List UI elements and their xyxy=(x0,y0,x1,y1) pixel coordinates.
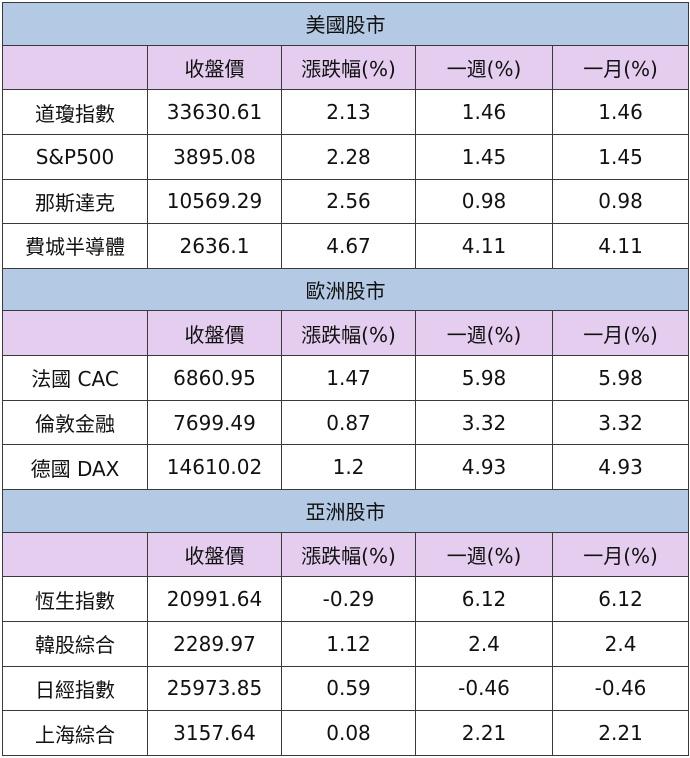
column-header: 收盤價 xyxy=(147,44,282,91)
index-name-cell: 法國 CAC xyxy=(2,355,148,401)
table-row: 恆生指數 20991.64 -0.29 6.12 6.12 xyxy=(2,576,690,622)
asia-column-header-row: 收盤價 漲跌幅(%) 一週(%) 一月(%) xyxy=(2,531,690,578)
value-cell: 6.12 xyxy=(415,576,553,622)
table-row: 日經指數 25973.85 0.59 -0.46 -0.46 xyxy=(2,665,690,712)
table-row: 法國 CAC 6860.95 1.47 5.98 5.98 xyxy=(2,355,690,401)
value-cell: 4.93 xyxy=(415,444,553,490)
value-cell: 1.45 xyxy=(551,133,690,180)
column-header: 漲跌幅(%) xyxy=(281,531,416,578)
value-cell: 6860.95 xyxy=(147,355,282,401)
column-header: 收盤價 xyxy=(147,531,282,578)
column-header: 漲跌幅(%) xyxy=(281,44,416,91)
us-column-header-row: 收盤價 漲跌幅(%) 一週(%) 一月(%) xyxy=(2,44,690,91)
value-cell: 5.98 xyxy=(415,355,553,401)
table-row: 費城半導體 2636.1 4.67 4.11 4.11 xyxy=(2,223,690,269)
value-cell: 2.56 xyxy=(281,178,416,225)
value-cell: -0.46 xyxy=(415,665,553,712)
value-cell: 1.12 xyxy=(281,620,416,667)
column-header: 收盤價 xyxy=(147,310,282,357)
value-cell: 4.93 xyxy=(551,444,690,490)
value-cell: 0.98 xyxy=(551,178,690,225)
value-cell: 1.46 xyxy=(415,89,553,135)
value-cell: 1.45 xyxy=(415,133,553,180)
value-cell: 2289.97 xyxy=(147,620,282,667)
value-cell: 0.87 xyxy=(281,399,416,446)
value-cell: 2.13 xyxy=(281,89,416,135)
value-cell: 1.2 xyxy=(281,444,416,490)
value-cell: -0.46 xyxy=(551,665,690,712)
table-row: 上海綜合 3157.64 0.08 2.21 2.21 xyxy=(2,710,690,756)
value-cell: 5.98 xyxy=(551,355,690,401)
column-header: 漲跌幅(%) xyxy=(281,310,416,357)
value-cell: 3.32 xyxy=(415,399,553,446)
column-header xyxy=(2,531,148,578)
value-cell: 3.32 xyxy=(551,399,690,446)
table-row: 道瓊指數 33630.61 2.13 1.46 1.46 xyxy=(2,89,690,135)
index-name-cell: S&P500 xyxy=(2,133,148,180)
us-section-header-row: 美國股市 xyxy=(1,2,690,46)
index-name-cell: 費城半導體 xyxy=(2,223,148,269)
value-cell: 20991.64 xyxy=(147,576,282,622)
index-name-cell: 上海綜合 xyxy=(2,710,148,756)
column-header: 一月(%) xyxy=(551,44,690,91)
asia-section-title: 亞洲股市 xyxy=(1,488,690,533)
value-cell: 4.11 xyxy=(415,223,553,269)
value-cell: 4.67 xyxy=(281,223,416,269)
value-cell: 0.08 xyxy=(281,710,416,756)
value-cell: 14610.02 xyxy=(147,444,282,490)
europe-column-header-row: 收盤價 漲跌幅(%) 一週(%) 一月(%) xyxy=(2,310,690,357)
value-cell: 7699.49 xyxy=(147,399,282,446)
value-cell: 0.98 xyxy=(415,178,553,225)
column-header xyxy=(2,310,148,357)
value-cell: 3157.64 xyxy=(147,710,282,756)
value-cell: 0.59 xyxy=(281,665,416,712)
asia-section-header-row: 亞洲股市 xyxy=(1,488,690,533)
us-section-title: 美國股市 xyxy=(1,2,690,46)
index-name-cell: 那斯達克 xyxy=(2,178,148,225)
value-cell: 2.4 xyxy=(415,620,553,667)
index-name-cell: 道瓊指數 xyxy=(2,89,148,135)
column-header: 一週(%) xyxy=(415,310,553,357)
value-cell: 2.4 xyxy=(551,620,690,667)
value-cell: 2.21 xyxy=(415,710,553,756)
index-name-cell: 恆生指數 xyxy=(2,576,148,622)
index-name-cell: 韓股綜合 xyxy=(2,620,148,667)
value-cell: 33630.61 xyxy=(147,89,282,135)
europe-section-header-row: 歐洲股市 xyxy=(1,267,690,312)
value-cell: 4.11 xyxy=(551,223,690,269)
table-row: 韓股綜合 2289.97 1.12 2.4 2.4 xyxy=(2,620,690,667)
column-header: 一週(%) xyxy=(415,44,553,91)
table-row: 那斯達克 10569.29 2.56 0.98 0.98 xyxy=(2,178,690,225)
index-name-cell: 德國 DAX xyxy=(2,444,148,490)
index-name-cell: 日經指數 xyxy=(2,665,148,712)
europe-section-title: 歐洲股市 xyxy=(1,267,690,312)
value-cell: 2.28 xyxy=(281,133,416,180)
column-header: 一月(%) xyxy=(551,310,690,357)
value-cell: 10569.29 xyxy=(147,178,282,225)
table-row: 德國 DAX 14610.02 1.2 4.93 4.93 xyxy=(2,444,690,490)
column-header xyxy=(2,44,148,91)
value-cell: 6.12 xyxy=(551,576,690,622)
table-row: S&P500 3895.08 2.28 1.45 1.45 xyxy=(2,133,690,180)
value-cell: 1.47 xyxy=(281,355,416,401)
value-cell: 25973.85 xyxy=(147,665,282,712)
value-cell: 2636.1 xyxy=(147,223,282,269)
value-cell: -0.29 xyxy=(281,576,416,622)
column-header: 一月(%) xyxy=(551,531,690,578)
value-cell: 3895.08 xyxy=(147,133,282,180)
value-cell: 2.21 xyxy=(551,710,690,756)
value-cell: 1.46 xyxy=(551,89,690,135)
index-name-cell: 倫敦金融 xyxy=(2,399,148,446)
column-header: 一週(%) xyxy=(415,531,553,578)
table-row: 倫敦金融 7699.49 0.87 3.32 3.32 xyxy=(2,399,690,446)
